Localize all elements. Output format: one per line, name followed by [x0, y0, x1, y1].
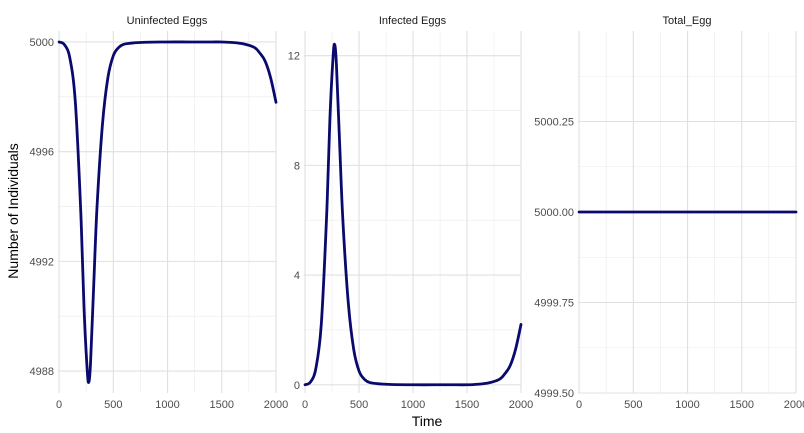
y-tick-label: 5000.25: [534, 117, 574, 129]
panel-title-infected-eggs: Infected Eggs: [379, 15, 447, 27]
series-line-uninfected-eggs: [57, 40, 278, 385]
y-tick-label: 4988: [30, 366, 54, 378]
x-tick-label: 1000: [401, 399, 425, 411]
x-tick-label: 1500: [730, 399, 754, 411]
y-tick-label: 4: [294, 270, 300, 282]
y-tick-label: 4992: [30, 256, 54, 268]
x-tick-label: 0: [56, 399, 62, 411]
panel-uninfected-eggs: Uninfected Eggs 4988 4992 4996 5000 0 500 100…: [30, 15, 289, 411]
x-tick-label: 1500: [455, 399, 479, 411]
x-tick-label: 500: [104, 399, 122, 411]
y-tick-label: 5000: [30, 37, 54, 49]
x-tick-label: 500: [624, 399, 642, 411]
y-tick-label: 8: [294, 160, 300, 172]
series-line-infected-eggs: [303, 42, 523, 387]
panel-infected-eggs: Infected Eggs 0 4 8 12 0 500 1000 1500 2000: [288, 15, 533, 411]
x-tick-label: 2000: [784, 399, 804, 411]
x-tick-label: 0: [302, 399, 308, 411]
x-tick-label: 2000: [264, 399, 288, 411]
x-tick-label: 500: [350, 399, 368, 411]
y-tick-label: 12: [288, 51, 300, 63]
y-tick-label: 4996: [30, 147, 54, 159]
panel-total-egg: Total_Egg 4999.50 4999.75 5000.00 5000.25 0…: [534, 15, 804, 411]
panel-title-total-egg: Total_Egg: [663, 15, 712, 27]
x-tick-label: 1000: [675, 399, 699, 411]
x-tick-label: 0: [576, 399, 582, 411]
x-tick-label: 1500: [210, 399, 234, 411]
x-tick-label: 2000: [509, 399, 533, 411]
x-axis-title: Time: [412, 413, 443, 429]
x-tick-label: 1000: [155, 399, 179, 411]
y-axis-title: Number of Individuals: [5, 143, 21, 278]
y-tick-label: 4999.75: [534, 298, 574, 310]
y-tick-label: 5000.00: [534, 207, 574, 219]
y-tick-label: 4999.50: [534, 388, 574, 400]
y-tick-label: 0: [294, 380, 300, 392]
panel-title-uninfected-eggs: Uninfected Eggs: [127, 15, 208, 27]
